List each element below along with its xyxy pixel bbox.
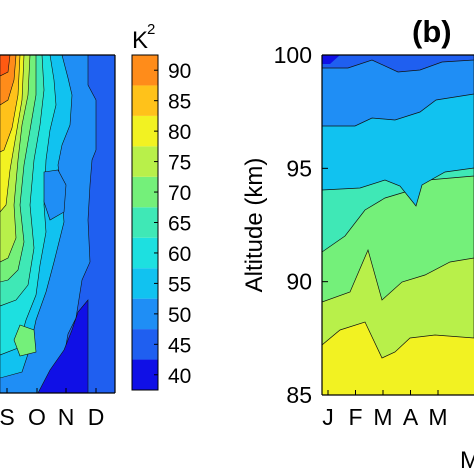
colorbar-segment xyxy=(132,329,158,360)
left-bottom-strip xyxy=(37,299,89,393)
colorbar-segment xyxy=(132,298,158,330)
colorbar-tick-label: 50 xyxy=(168,304,191,327)
colorbar-tick-label: 75 xyxy=(168,152,191,175)
colorbar-segment xyxy=(132,85,158,116)
right-x-tick-label: F xyxy=(348,404,362,430)
colorbar-tick-label: 85 xyxy=(168,91,191,114)
x-axis-label-partial: M xyxy=(460,447,474,474)
colorbar-tick-label: 80 xyxy=(168,121,191,144)
colorbar-tick-label: 90 xyxy=(168,60,191,83)
right-band-dark-blue xyxy=(322,55,474,73)
colorbar-unit: K xyxy=(132,27,148,54)
colorbar-unit-superscript: 2 xyxy=(147,21,155,38)
left-blob-lower xyxy=(13,324,37,357)
colorbar-unit-label: K 2 xyxy=(132,21,155,54)
colorbar-segment xyxy=(132,207,158,238)
right-x-tick-label: M xyxy=(428,404,447,430)
right-y-tick-label: 100 xyxy=(274,42,312,68)
colorbar-tick-label: 70 xyxy=(168,182,191,205)
left-x-tick-label: O xyxy=(28,404,46,430)
right-y-ticks: 100 95 90 85 xyxy=(274,42,328,408)
colorbar-tick-label: 60 xyxy=(168,243,191,266)
left-x-tick-label: D xyxy=(88,404,105,430)
colorbar: 90 85 80 75 70 65 60 55 50 45 40 xyxy=(131,54,191,391)
left-x-tick-label: N xyxy=(58,404,75,430)
right-y-tick-label: 85 xyxy=(286,382,312,408)
right-band-mid-blue xyxy=(322,55,474,127)
right-x-tick-label: J xyxy=(322,404,334,430)
right-x-tick-label: A xyxy=(403,404,419,430)
right-band-top xyxy=(322,55,340,64)
colorbar-tick-label: 40 xyxy=(168,365,191,388)
left-contour-plot xyxy=(0,55,115,393)
colorbar-tick-label: 65 xyxy=(168,213,191,236)
left-band-95 xyxy=(0,55,11,77)
right-contour-plot xyxy=(322,55,474,395)
panel-label-b: (b) xyxy=(412,14,452,49)
right-y-tick-label: 90 xyxy=(286,269,312,295)
colorbar-segment xyxy=(132,55,158,86)
colorbar-segment xyxy=(132,268,158,299)
colorbar-segment xyxy=(132,176,158,208)
colorbar-tick-label: 55 xyxy=(168,273,191,296)
colorbar-tick-label: 45 xyxy=(168,334,191,357)
colorbar-segment xyxy=(132,359,158,390)
right-y-tick-label: 95 xyxy=(286,155,312,181)
right-x-tick-label: M xyxy=(373,404,392,430)
left-blob-mid xyxy=(43,169,67,221)
left-x-tick-label: S xyxy=(0,404,15,430)
y-axis-label: Altitude (km) xyxy=(241,158,268,293)
colorbar-segment xyxy=(132,115,158,147)
colorbar-segment xyxy=(132,237,158,269)
colorbar-segment xyxy=(132,146,158,177)
